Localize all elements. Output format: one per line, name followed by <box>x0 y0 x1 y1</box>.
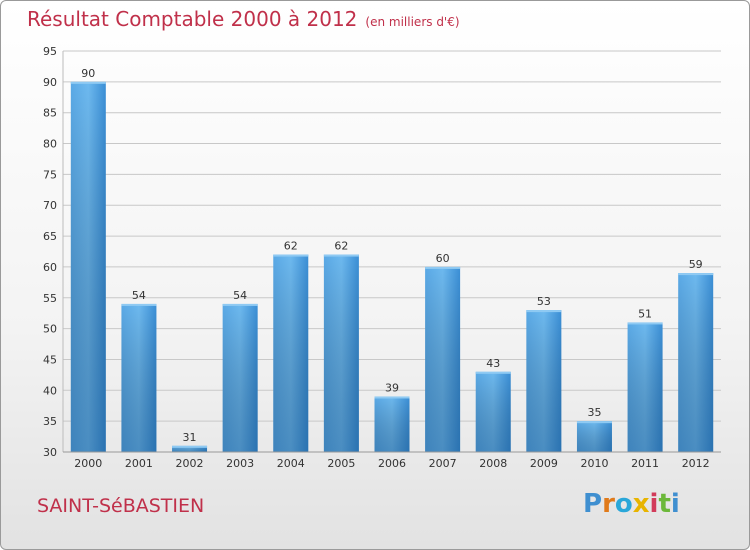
y-tick-label: 30 <box>43 446 57 459</box>
bar-top-highlight <box>425 266 461 269</box>
bar-shade <box>323 254 359 452</box>
bar-shade <box>70 81 106 452</box>
data-label: 59 <box>689 258 703 271</box>
y-tick-label: 95 <box>43 45 57 58</box>
bar-shade <box>678 273 714 452</box>
logo-letter: o <box>614 489 633 519</box>
data-label: 62 <box>334 240 348 253</box>
logo-letter: x <box>632 489 650 519</box>
bar-top-highlight <box>475 371 511 374</box>
data-label: 51 <box>638 307 652 320</box>
bar-shade <box>576 421 612 452</box>
chart-title: Résultat Comptable 2000 à 2012 (en millie… <box>27 7 460 31</box>
bar-top-highlight <box>121 303 157 306</box>
x-tick-label: 2000 <box>74 457 102 470</box>
y-tick-label: 35 <box>43 415 57 428</box>
y-tick-label: 60 <box>43 261 57 274</box>
y-tick-label: 40 <box>43 384 57 397</box>
logo-letter: P <box>583 489 603 519</box>
bar-shade <box>627 322 663 452</box>
y-tick-label: 45 <box>43 353 57 366</box>
data-label: 60 <box>436 252 450 265</box>
x-tick-label: 2006 <box>378 457 406 470</box>
x-tick-label: 2010 <box>580 457 608 470</box>
y-tick-label: 75 <box>43 168 57 181</box>
y-tick-label: 90 <box>43 76 57 89</box>
bar-shade <box>374 396 410 452</box>
y-tick-label: 65 <box>43 230 57 243</box>
y-tick-label: 70 <box>43 199 57 212</box>
bar-top-highlight <box>576 421 612 424</box>
x-tick-label: 2005 <box>327 457 355 470</box>
y-tick-label: 50 <box>43 323 57 336</box>
x-tick-label: 2012 <box>682 457 710 470</box>
chart-title-text: Résultat Comptable 2000 à 2012 <box>27 7 358 31</box>
chart-unit: (en milliers d'€) <box>365 15 460 29</box>
data-label: 39 <box>385 381 399 394</box>
bar-top-highlight <box>627 322 663 325</box>
x-axis: 2000 2001 2002 2003 2004 2005 2006 2007 2008 2009… <box>63 451 721 470</box>
bars: 90 54 31 54 62 62 39 60 43 53 35 51 59 <box>70 67 714 452</box>
city-name: SAINT-SéBASTIEN <box>37 495 205 517</box>
x-tick-label: 2002 <box>176 457 204 470</box>
y-axis: 30 35 40 45 50 55 60 65 70 75 80 85 90 95 <box>43 45 64 459</box>
x-tick-label: 2004 <box>277 457 305 470</box>
bar-shade <box>172 445 208 452</box>
x-tick-label: 2007 <box>429 457 457 470</box>
logo-letter: i <box>649 489 659 519</box>
bar-top-highlight <box>70 81 106 84</box>
bar-top-highlight <box>222 303 258 306</box>
data-label: 54 <box>132 289 146 302</box>
data-label: 62 <box>284 240 298 253</box>
logo-letter: r <box>602 489 615 519</box>
y-tick-label: 80 <box>43 138 57 151</box>
y-tick-label: 85 <box>43 107 57 120</box>
data-label: 90 <box>81 67 95 80</box>
logo-letter: t <box>658 489 671 519</box>
data-label: 54 <box>233 289 247 302</box>
bar-shade <box>526 310 562 452</box>
x-tick-label: 2008 <box>479 457 507 470</box>
bar-shade <box>273 254 309 452</box>
bar-shade <box>475 371 511 452</box>
bar-top-highlight <box>323 254 359 257</box>
data-label: 43 <box>486 357 500 370</box>
logo-letter: i <box>670 489 680 519</box>
proxiti-logo: Proxiti <box>583 489 680 519</box>
bar-shade <box>425 266 461 452</box>
bar-shade <box>222 303 258 452</box>
data-label: 53 <box>537 295 551 308</box>
y-tick-label: 55 <box>43 292 57 305</box>
x-tick-label: 2001 <box>125 457 153 470</box>
bar-top-highlight <box>678 273 714 276</box>
bar-top-highlight <box>273 254 309 257</box>
bar-shade <box>121 303 157 452</box>
bar-top-highlight <box>172 445 208 448</box>
data-label: 31 <box>183 431 197 444</box>
x-tick-label: 2009 <box>530 457 558 470</box>
data-label: 35 <box>587 406 601 419</box>
x-tick-label: 2011 <box>631 457 659 470</box>
x-tick-label: 2003 <box>226 457 254 470</box>
bar-top-highlight <box>526 310 562 313</box>
bar-top-highlight <box>374 396 410 399</box>
